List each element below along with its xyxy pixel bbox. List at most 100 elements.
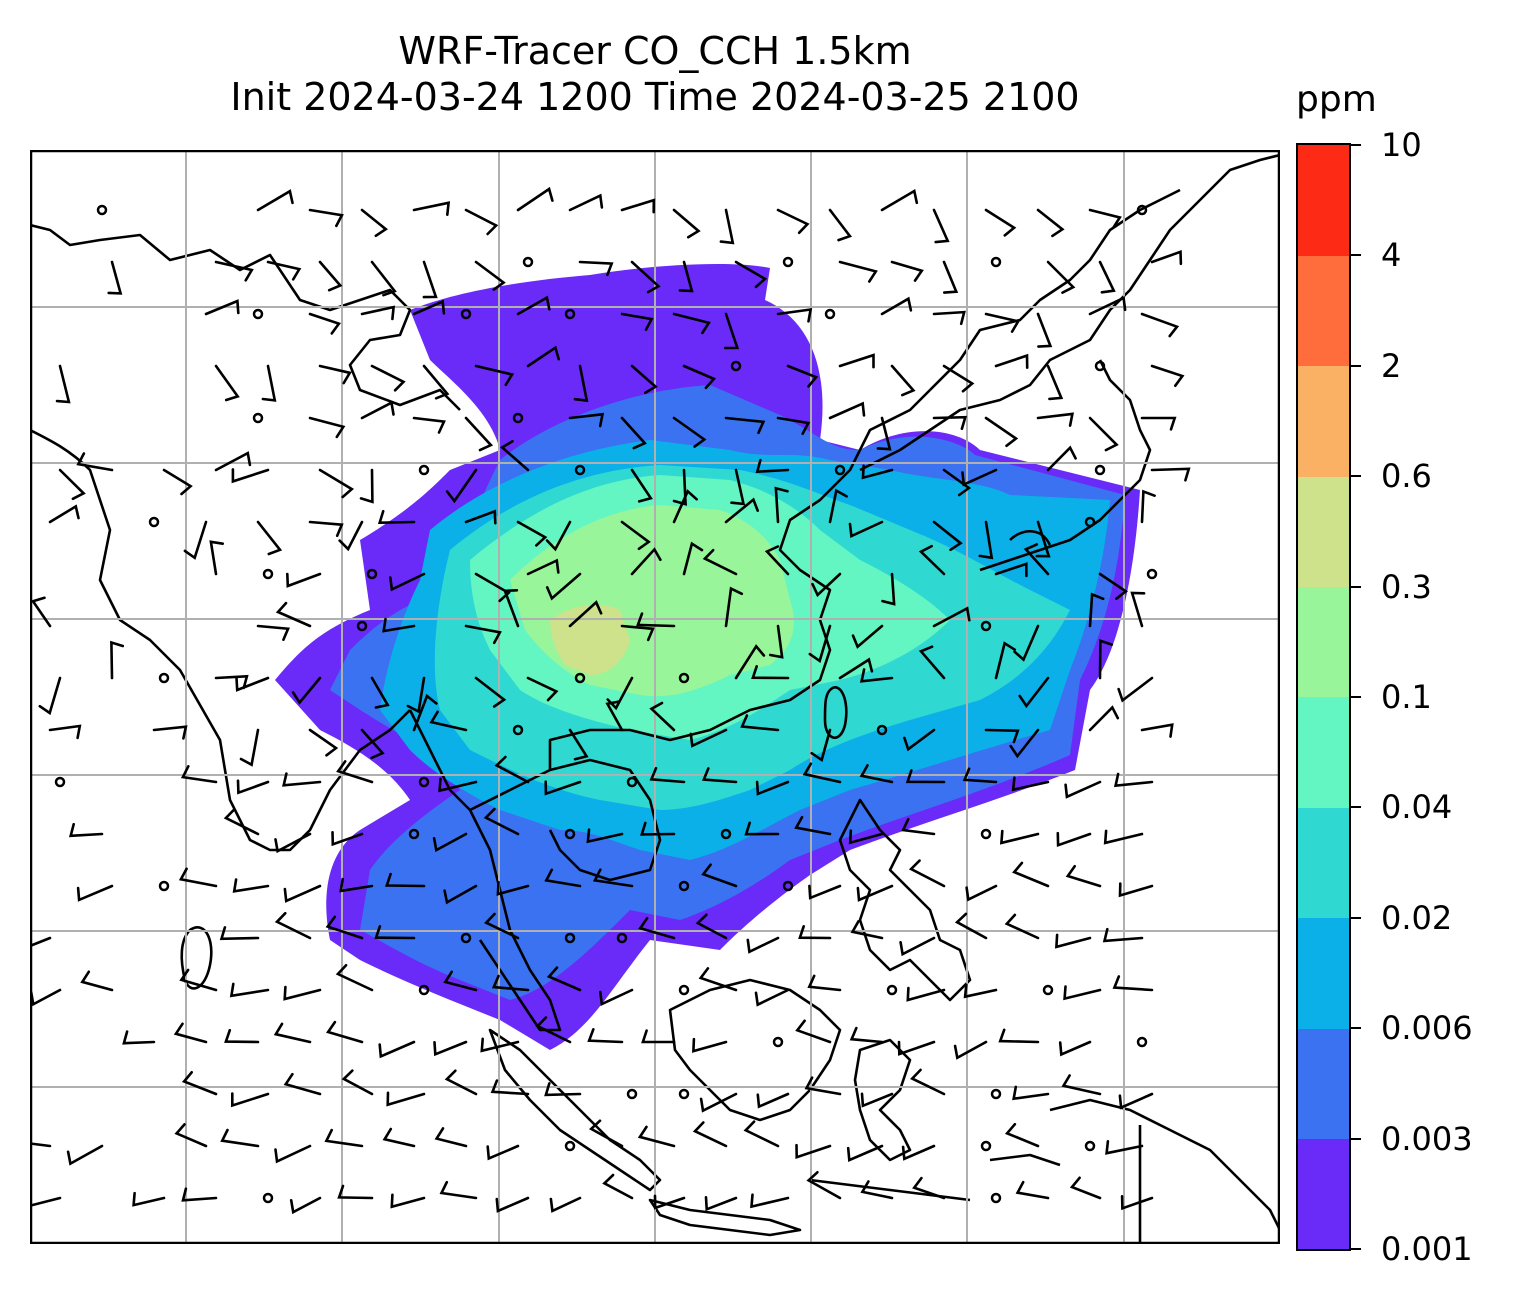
colorbar-unit-label: ppm (1296, 79, 1377, 120)
map-panel[interactable] (30, 150, 1280, 1244)
wind-barb (76, 452, 114, 472)
wind-barb (256, 520, 283, 556)
wind-barb (984, 416, 1019, 448)
wind-barb (68, 822, 104, 838)
wind-barb (1150, 249, 1183, 266)
wind-barb (984, 312, 1021, 333)
wind-barb (859, 668, 894, 683)
wind-barb (360, 728, 385, 760)
wind-barb (331, 831, 364, 847)
colorbar-tick (1351, 585, 1361, 588)
wind-barb (370, 676, 390, 709)
colorbar-segment (1298, 697, 1349, 808)
wind-barb (1046, 445, 1077, 472)
wind-barb (764, 545, 790, 576)
wind-barb (794, 815, 832, 836)
wind-barb (55, 364, 71, 404)
wind-barb (932, 310, 966, 326)
wind-barb (438, 777, 478, 793)
wind-barb (412, 201, 451, 216)
wind-barb (386, 1091, 426, 1107)
wind-barb (1056, 831, 1092, 848)
wind-barb (620, 312, 654, 331)
wind-barb (274, 1144, 312, 1164)
wind-barb (849, 1026, 884, 1044)
wind-barb (38, 676, 62, 716)
calm-wind-marker (96, 204, 108, 216)
wind-barb (730, 468, 746, 506)
wind-barb (724, 586, 744, 628)
colorbar-tick-label: 0.3 (1381, 567, 1432, 606)
wind-barb (235, 676, 270, 692)
wind-barb (178, 867, 218, 888)
wind-barb (326, 1020, 364, 1044)
colorbar-tick (1351, 1248, 1361, 1250)
wind-barb (838, 657, 874, 680)
wind-barb (359, 468, 374, 504)
wind-barb (412, 693, 438, 732)
wind-barb (256, 189, 294, 212)
wind-barb (890, 260, 924, 282)
wind-barb (464, 624, 502, 645)
coastline-sumatra (488, 1028, 662, 1192)
wind-barb (828, 401, 866, 420)
wind-barb (464, 208, 499, 236)
wind-barb (734, 644, 766, 680)
wind-barb (256, 624, 290, 641)
wind-barb (318, 260, 343, 292)
wind-barb (76, 884, 114, 902)
wind-barb (998, 1028, 1040, 1044)
wind-barb (848, 520, 884, 539)
wind-barb (382, 617, 416, 633)
wind-barb (209, 540, 224, 576)
wind-barb (1105, 1140, 1144, 1155)
wind-barb (994, 641, 1017, 680)
wind-barb (464, 509, 497, 525)
wind-barb (516, 186, 554, 212)
wind-barb (750, 1193, 790, 1209)
calm-wind-marker (1136, 1036, 1148, 1048)
wind-barb (214, 260, 254, 282)
wind-barb (630, 468, 653, 503)
calm-wind-marker (418, 984, 430, 996)
map-title-line2: Init 2024-03-24 1200 Time 2024-03-25 210… (230, 75, 1080, 119)
calm-wind-marker (886, 984, 898, 996)
calm-wind-marker (834, 464, 846, 476)
wind-barb (672, 468, 687, 506)
wind-barb (273, 1022, 312, 1044)
wind-barb (1088, 705, 1120, 732)
wind-barb (1015, 1180, 1050, 1200)
wind-barb (999, 829, 1040, 845)
wind-barb (776, 307, 813, 323)
wind-barb (592, 868, 634, 888)
wind-barb (526, 676, 559, 702)
wind-barb (1013, 624, 1040, 662)
wind-barb (961, 468, 998, 487)
wind-barb (932, 208, 950, 244)
wind-barb (695, 913, 728, 940)
calm-wind-marker (564, 308, 576, 320)
wind-barb (58, 468, 86, 501)
wind-barb (897, 1040, 936, 1056)
wind-barb (984, 728, 1020, 744)
wind-barb (224, 1028, 260, 1044)
calm-wind-marker (252, 412, 264, 424)
wind-barb (1103, 829, 1144, 845)
wind-barb (549, 1196, 582, 1213)
wind-barb (682, 541, 704, 576)
wind-barb (183, 520, 208, 560)
wind-barb (308, 208, 344, 228)
wind-barb (443, 884, 478, 905)
wind-barb (953, 1040, 988, 1060)
wind-barb (724, 497, 759, 524)
calm-wind-marker (574, 464, 586, 476)
wind-barb (283, 884, 322, 903)
wind-barb (994, 562, 1028, 578)
wind-barb (620, 624, 655, 642)
wind-barb (236, 779, 270, 795)
wind-barb (755, 458, 790, 474)
calm-wind-marker (980, 1140, 992, 1152)
wind-barb (1112, 975, 1154, 992)
wind-barb (890, 364, 916, 397)
calm-wind-marker (1136, 204, 1148, 216)
